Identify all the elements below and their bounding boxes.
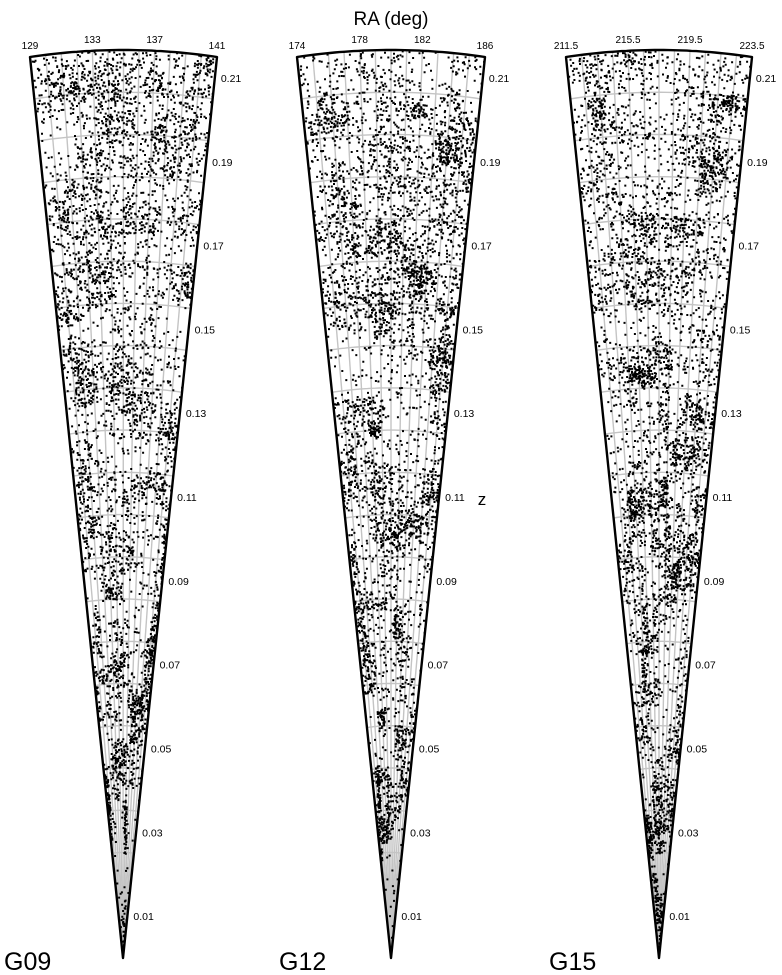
z-tick-label: 0.21 xyxy=(221,73,242,85)
grid-ray xyxy=(122,53,187,958)
z-tick-label: 0.15 xyxy=(730,324,751,336)
z-tick-label: 0.13 xyxy=(454,408,475,420)
grid-ray xyxy=(390,50,408,958)
grid-ray xyxy=(122,54,203,958)
z-tick-label: 0.03 xyxy=(678,827,699,839)
ra-tick-label: 182 xyxy=(414,35,431,46)
grid-ray xyxy=(658,51,707,958)
grid-ray xyxy=(642,50,660,958)
grid-ray xyxy=(60,53,124,958)
field-label: G09 xyxy=(4,948,51,975)
ra-axis-title: RA (deg) xyxy=(354,9,429,30)
cone-panels: 129 133 137 141 0.01 0.03 0.05 0.07 0.09 0.11 0.13… xyxy=(4,35,776,975)
grid-ray xyxy=(580,54,660,958)
z-tick-label: 0.21 xyxy=(489,73,510,85)
galaxy-points xyxy=(299,50,485,939)
z-tick-label: 0.11 xyxy=(713,492,733,504)
z-tick-label: 0.19 xyxy=(480,157,501,169)
z-tick-label: 0.07 xyxy=(695,660,716,672)
cone-panel-g15: 211.5 215.5 219.5 223.5 0.01 0.03 0.05 0.07 0.09… xyxy=(549,35,776,975)
grid-ray xyxy=(390,50,424,958)
z-tick-label: 0.15 xyxy=(195,324,216,336)
z-tick-label: 0.01 xyxy=(401,911,422,923)
z-tick-label: 0.17 xyxy=(471,241,492,253)
z-tick-label: 0.07 xyxy=(160,660,181,672)
z-tick-label: 0.17 xyxy=(203,241,224,253)
z-tick-label: 0.21 xyxy=(756,73,777,85)
z-tick-label: 0.05 xyxy=(419,743,440,755)
z-tick-label: 0.07 xyxy=(428,660,449,672)
cone-panel-g09: 129 133 137 141 0.01 0.03 0.05 0.07 0.09 0.11 0.13… xyxy=(4,35,241,975)
grid-ray xyxy=(122,50,125,958)
z-tick-label: 0.19 xyxy=(212,157,233,169)
cone-outline xyxy=(295,48,487,960)
ra-tick-label: 223.5 xyxy=(739,41,764,52)
grid-ray xyxy=(343,51,392,958)
z-tick-label: 0.09 xyxy=(168,576,189,588)
ra-tick-label: 141 xyxy=(209,41,226,52)
ra-tick-label: 215.5 xyxy=(615,35,640,46)
z-tick-label: 0.01 xyxy=(669,911,690,923)
cone-panel-g12: 174 178 182 186 0.01 0.03 0.05 0.07 0.09 0.11 0.13… xyxy=(279,35,509,975)
z-tick-label: 0.05 xyxy=(687,743,708,755)
grid-ray xyxy=(91,50,124,958)
ra-tick-label: 211.5 xyxy=(554,41,579,52)
ra-tick-label: 137 xyxy=(146,35,163,46)
z-tick-label: 0.13 xyxy=(721,408,742,420)
ra-tick-label: 178 xyxy=(351,35,368,46)
ra-tick-label: 186 xyxy=(477,41,494,52)
z-tick-label: 0.03 xyxy=(410,827,431,839)
cone-outline xyxy=(564,48,754,960)
galaxy-markers xyxy=(31,50,217,951)
z-tick-label: 0.11 xyxy=(177,492,197,504)
z-tick-label: 0.11 xyxy=(445,492,465,504)
ra-tick-label: 133 xyxy=(84,35,101,46)
field-label: G15 xyxy=(549,948,596,975)
z-tick-label: 0.09 xyxy=(436,576,457,588)
ra-tick-label: 129 xyxy=(22,41,39,52)
z-tick-label: 0.19 xyxy=(747,157,768,169)
cone-outline xyxy=(28,48,219,960)
galaxy-markers xyxy=(299,50,485,939)
z-tick-label: 0.05 xyxy=(151,743,172,755)
grid-ray xyxy=(76,51,124,958)
z-tick-label: 0.17 xyxy=(739,241,760,253)
field-label: G12 xyxy=(279,948,326,975)
z-tick-label: 0.03 xyxy=(142,827,163,839)
z-tick-label: 0.15 xyxy=(463,324,484,336)
z-tick-label: 0.09 xyxy=(704,576,725,588)
ra-tick-label: 174 xyxy=(289,41,306,52)
grid-ray xyxy=(122,50,156,958)
z-axis-label: z xyxy=(478,490,487,509)
galaxy-points xyxy=(31,50,217,951)
z-tick-label: 0.13 xyxy=(186,408,207,420)
z-tick-label: 0.01 xyxy=(133,911,154,923)
grid-ray xyxy=(107,50,124,958)
ra-tick-label: 219.5 xyxy=(677,35,702,46)
